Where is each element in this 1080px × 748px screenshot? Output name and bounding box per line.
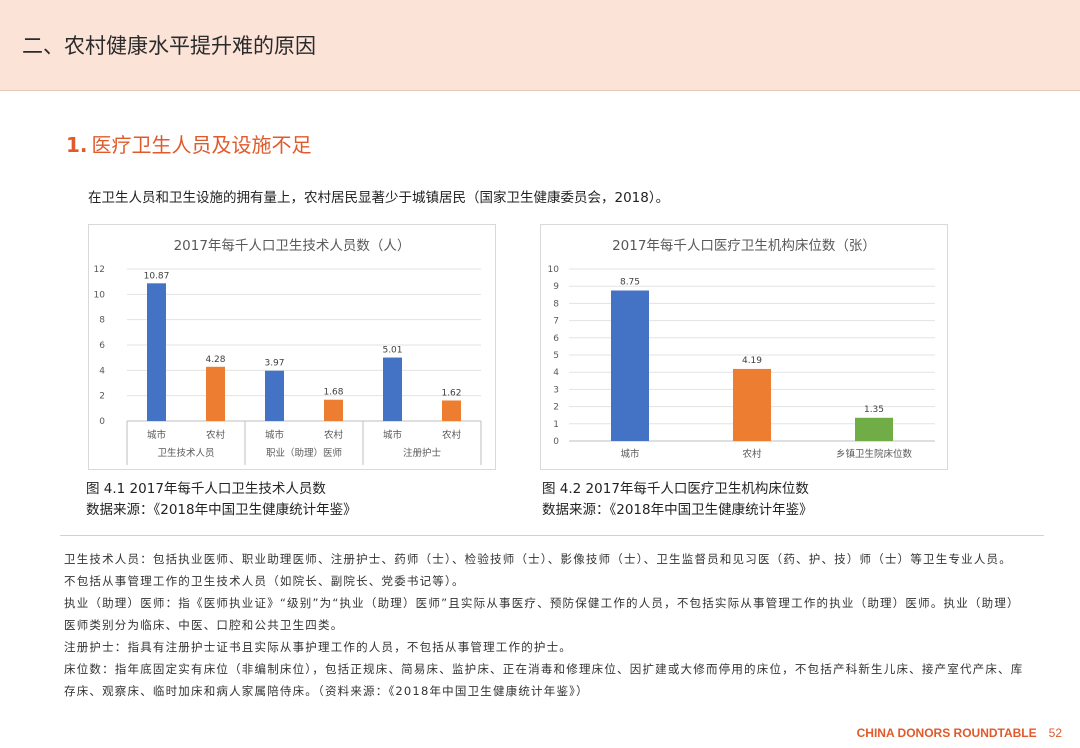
x-tick-label: 城市: [265, 429, 285, 441]
section-title-text: 医疗卫生人员及设施不足: [91, 133, 312, 157]
data-label: 10.87: [144, 271, 170, 281]
bar: [265, 370, 284, 421]
y-tick-label: 5: [553, 351, 559, 361]
bar: [611, 290, 649, 441]
section-title: 1. 医疗卫生人员及设施不足: [66, 129, 312, 158]
intro-text: 在卫生人员和卫生设施的拥有量上，农村居民显著少于城镇居民（国家卫生健康委员会，2…: [88, 190, 670, 206]
y-tick-label: 2: [553, 403, 559, 413]
chart-1-caption-title: 图 4.1 2017年每千人口卫生技术人员数: [86, 481, 326, 497]
x-tick-label: 农村: [324, 429, 344, 441]
chart-2-caption-title: 图 4.2 2017年每千人口医疗卫生机构床位数: [542, 481, 809, 497]
y-tick-label: 4: [99, 366, 105, 376]
bar: [147, 283, 166, 421]
chart-2: 2017年每千人口医疗卫生机构床位数（张） 0 1 2 3 4 5 6 7 8 9 10 8.75 城市 4…: [548, 238, 935, 460]
chart-1-caption-source: 数据来源：《2018年中国卫生健康统计年鉴》: [86, 502, 357, 518]
data-label: 1.35: [864, 405, 884, 415]
data-label: 4.28: [205, 355, 225, 365]
data-label: 4.19: [742, 356, 762, 366]
x-tick-label: 城市: [620, 448, 640, 460]
data-label: 1.68: [323, 388, 343, 398]
footer-org: CHINA DONORS ROUNDTABLE: [856, 726, 1037, 740]
note-nurses: 注册护士：指具有注册护士证书且实际从事护理工作的人员，不包括从事管理工作的护士。: [64, 640, 572, 654]
note-beds: 床位数：指年底固定实有床位（非编制床位），包括正规床、简易床、监护床、正在消毒和…: [64, 662, 1024, 698]
y-tick-label: 12: [94, 265, 105, 275]
chart-2-frame: 2017年每千人口医疗卫生机构床位数（张） 0 1 2 3 4 5 6 7 8 9 10 8.75 城市 4…: [540, 224, 948, 470]
page-number: 52: [1048, 726, 1062, 740]
chart-2-caption: 图 4.2 2017年每千人口医疗卫生机构床位数 数据来源：《2018年中国卫生…: [542, 479, 813, 521]
note-physicians: 执业（助理）医师：指《医师执业证》“级别”为“执业（助理）医师”且实际从事医疗、…: [64, 596, 1020, 632]
y-tick-label: 2: [99, 392, 105, 402]
bar: [206, 366, 225, 421]
y-tick-label: 0: [99, 417, 105, 427]
x-tick-label: 乡镇卫生院床位数: [836, 448, 913, 460]
y-tick-label: 6: [99, 341, 105, 351]
x-tick-label: 城市: [383, 429, 403, 441]
chart-title: 2017年每千人口医疗卫生机构床位数（张）: [612, 238, 876, 254]
group-label: 注册护士: [403, 447, 442, 459]
page-title: 二、农村健康水平提升难的原因: [22, 34, 316, 58]
y-tick-label: 1: [553, 420, 559, 430]
bar: [442, 400, 461, 421]
chart-1: 2017年每千人口卫生技术人员数（人） 0 2 4 6 8 10 12 10.87 城市 4.28 农…: [94, 238, 482, 465]
bar: [733, 368, 771, 441]
data-label: 8.75: [620, 278, 640, 288]
y-tick-label: 10: [548, 265, 560, 275]
chart-1-caption: 图 4.1 2017年每千人口卫生技术人员数 数据来源：《2018年中国卫生健康…: [86, 479, 357, 521]
bar: [383, 357, 402, 421]
chart-2-caption-source: 数据来源：《2018年中国卫生健康统计年鉴》: [542, 502, 813, 518]
x-tick-label: 城市: [147, 429, 167, 441]
x-tick-label: 农村: [742, 448, 762, 460]
group-label: 职业（助理）医师: [266, 447, 342, 459]
data-label: 1.62: [441, 388, 461, 398]
group-label: 卫生技术人员: [157, 447, 214, 459]
y-tick-label: 6: [553, 334, 559, 344]
y-tick-label: 9: [553, 282, 559, 292]
header-band: 二、农村健康水平提升难的原因: [0, 0, 1080, 91]
bar: [324, 399, 343, 421]
x-tick-label: 农村: [442, 429, 462, 441]
y-tick-label: 8: [99, 316, 105, 326]
y-tick-label: 3: [553, 385, 559, 395]
bar: [855, 417, 893, 441]
section-number: 1.: [66, 133, 88, 157]
y-tick-label: 4: [553, 368, 559, 378]
y-tick-label: 7: [553, 317, 559, 327]
divider: [60, 535, 1044, 536]
y-tick-label: 0: [553, 437, 559, 447]
footer: CHINA DONORS ROUNDTABLE 52: [857, 726, 1062, 740]
chart-1-frame: 2017年每千人口卫生技术人员数（人） 0 2 4 6 8 10 12 10.87 城市 4.28 农…: [88, 224, 496, 470]
definitions-notes: 卫生技术人员：包括执业医师、职业助理医师、注册护士、药师（士）、检验技师（士）、…: [64, 548, 1024, 702]
y-tick-label: 10: [94, 290, 106, 300]
y-tick-label: 8: [553, 299, 559, 309]
data-label: 3.97: [264, 359, 284, 369]
data-label: 5.01: [382, 346, 402, 356]
chart-title: 2017年每千人口卫生技术人员数（人）: [174, 238, 411, 254]
note-health-workers: 卫生技术人员：包括执业医师、职业助理医师、注册护士、药师（士）、检验技师（士）、…: [64, 552, 1012, 588]
x-tick-label: 农村: [206, 429, 226, 441]
